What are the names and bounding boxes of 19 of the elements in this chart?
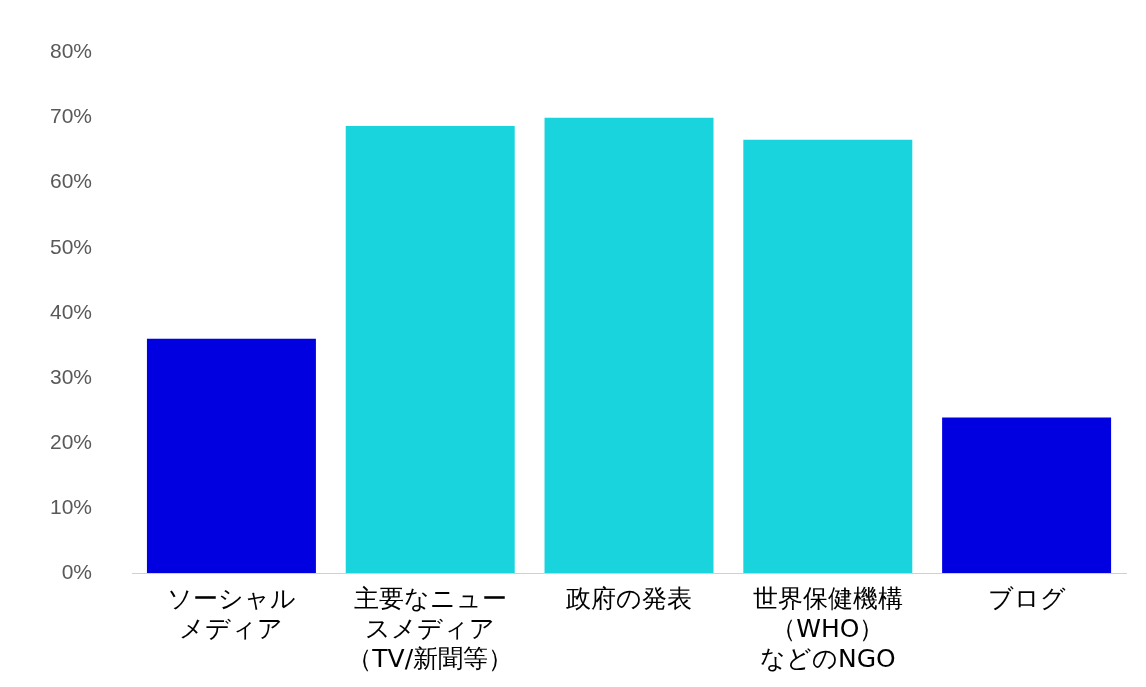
y-tick-label: 30% <box>50 364 93 388</box>
x-tick-label: ソーシャルメディア <box>166 583 296 643</box>
bar <box>345 126 515 573</box>
y-tick-label: 40% <box>50 299 93 323</box>
y-tick-label: 10% <box>50 494 93 518</box>
y-tick-label: 50% <box>50 234 93 258</box>
x-tick-label: 政府の発表 <box>566 583 693 613</box>
bar <box>942 417 1112 573</box>
y-tick-label: 80% <box>50 39 93 63</box>
bar <box>743 139 913 573</box>
bar <box>146 338 316 573</box>
x-tick-label: ブログ <box>987 583 1066 613</box>
y-tick-label: 70% <box>50 104 93 128</box>
y-tick-label: 0% <box>61 559 93 583</box>
x-tick-label: 世界保健機構（WHO）などのNGO <box>752 583 903 673</box>
bar <box>544 117 714 573</box>
x-tick-label: 主要なニュースメディア（TV/新聞等） <box>347 583 514 673</box>
y-tick-label: 20% <box>50 429 93 453</box>
y-tick-label: 60% <box>50 169 93 193</box>
